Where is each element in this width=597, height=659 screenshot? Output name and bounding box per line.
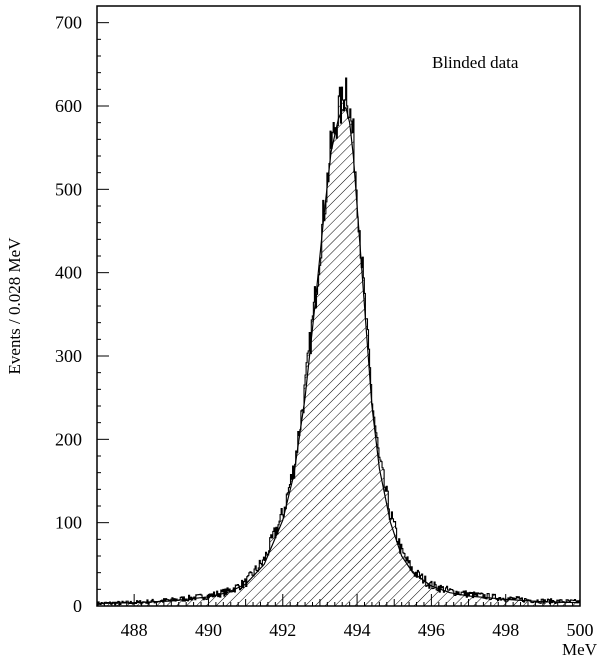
y-tick-label: 0: [73, 596, 82, 616]
y-tick-label: 600: [55, 96, 82, 116]
y-tick-label: 500: [55, 179, 82, 199]
y-tick-label: 200: [55, 429, 82, 449]
x-tick-label: 488: [121, 620, 148, 640]
y-axis-label: Events / 0.028 MeV: [5, 237, 24, 375]
x-axis-label: MeV: [562, 640, 597, 659]
x-tick-label: 498: [492, 620, 519, 640]
x-tick-label: 496: [418, 620, 445, 640]
y-tick-label: 400: [55, 263, 82, 283]
x-tick-label: 490: [195, 620, 222, 640]
x-tick-label: 494: [344, 620, 371, 640]
fit-curve: [96, 106, 581, 605]
y-tick-label: 300: [55, 346, 82, 366]
x-tick-label: 492: [269, 620, 296, 640]
y-tick-label: 700: [55, 13, 82, 33]
blinded-data-annotation: Blinded data: [432, 53, 519, 72]
histogram-bars: [96, 77, 581, 607]
y-tick-label: 100: [55, 513, 82, 533]
x-tick-label: 500: [567, 620, 594, 640]
